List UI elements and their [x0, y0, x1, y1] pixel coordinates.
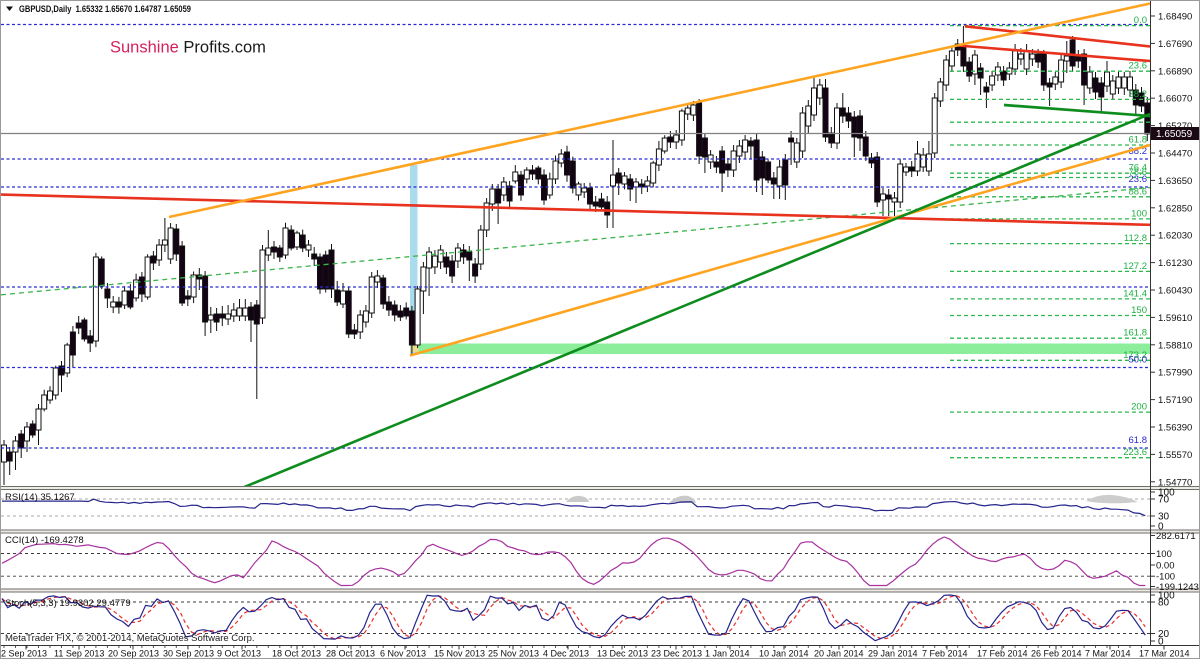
svg-text:20 Sep 2013: 20 Sep 2013 [108, 649, 159, 659]
svg-text:2 Sep 2013: 2 Sep 2013 [1, 649, 47, 659]
svg-text:29 Jan 2014: 29 Jan 2014 [868, 649, 918, 659]
svg-text:1.66890: 1.66890 [1158, 66, 1192, 77]
svg-text:15 Nov 2013: 15 Nov 2013 [434, 649, 485, 659]
svg-text:9 Oct 2013: 9 Oct 2013 [217, 649, 261, 659]
svg-text:1.68490: 1.68490 [1158, 12, 1192, 23]
svg-text:70: 70 [1158, 495, 1170, 506]
svg-text:76.4: 76.4 [1129, 163, 1148, 174]
svg-text:1.67690: 1.67690 [1158, 39, 1192, 50]
svg-text:26 Feb 2014: 26 Feb 2014 [1031, 649, 1082, 659]
svg-text:1.56390: 1.56390 [1158, 423, 1192, 434]
svg-text:28 Oct 2013: 28 Oct 2013 [326, 649, 375, 659]
svg-text:1.65270: 1.65270 [1158, 121, 1192, 132]
svg-text:38.2: 38.2 [1129, 89, 1148, 100]
svg-text:100: 100 [1131, 208, 1147, 219]
svg-text:30 Sep 2013: 30 Sep 2013 [163, 649, 214, 659]
svg-text:1.62850: 1.62850 [1158, 203, 1192, 214]
svg-text:23.6: 23.6 [1129, 61, 1148, 72]
svg-text:1.57190: 1.57190 [1158, 395, 1192, 406]
svg-text:200: 200 [1131, 402, 1147, 413]
svg-text:100: 100 [1158, 591, 1175, 602]
svg-text:10 Jan 2014: 10 Jan 2014 [759, 649, 809, 659]
svg-text:6 Nov 2013: 6 Nov 2013 [380, 649, 426, 659]
svg-text:23.6: 23.6 [1129, 174, 1148, 185]
svg-text:Stoch(5,3,3) 19.9302 29.4779: Stoch(5,3,3) 19.9302 29.4779 [5, 598, 131, 609]
svg-text:0: 0 [1158, 522, 1164, 533]
svg-text:23 Dec 2013: 23 Dec 2013 [651, 649, 702, 659]
svg-text:-100: -100 [1156, 572, 1175, 583]
svg-text:282.6171: 282.6171 [1156, 531, 1196, 542]
svg-text:13 Dec 2013: 13 Dec 2013 [597, 649, 648, 659]
svg-text:173.2: 173.2 [1123, 350, 1147, 361]
svg-text:1.64470: 1.64470 [1158, 149, 1192, 160]
svg-text:61.8: 61.8 [1129, 435, 1148, 446]
svg-text:0.00: 0.00 [1156, 561, 1175, 572]
svg-text:20: 20 [1158, 629, 1170, 640]
svg-text:1.54770: 1.54770 [1158, 477, 1192, 488]
svg-text:25 Nov 2013: 25 Nov 2013 [488, 649, 539, 659]
svg-text:0: 0 [1158, 637, 1164, 648]
svg-text:38.2: 38.2 [1129, 146, 1148, 157]
svg-text:150: 150 [1131, 305, 1147, 316]
svg-text:CCI(14) -169.4278: CCI(14) -169.4278 [5, 535, 84, 546]
svg-text:127.2: 127.2 [1123, 261, 1147, 272]
svg-text:1.65059: 1.65059 [1156, 129, 1193, 140]
svg-text:1.62030: 1.62030 [1158, 231, 1192, 242]
svg-text:80: 80 [1158, 598, 1170, 609]
svg-text:112.8: 112.8 [1124, 233, 1147, 244]
svg-text:223.6: 223.6 [1123, 447, 1147, 458]
svg-text:MetaTrader FIX, © 2001-2014, M: MetaTrader FIX, © 2001-2014, MetaQuotes … [5, 633, 255, 644]
svg-text:100: 100 [1158, 488, 1175, 499]
svg-text:20 Jan 2014: 20 Jan 2014 [814, 649, 864, 659]
svg-text:88.6: 88.6 [1129, 186, 1148, 197]
svg-text:1.61230: 1.61230 [1158, 258, 1192, 269]
svg-text:1.66070: 1.66070 [1158, 94, 1192, 105]
svg-text:18 Oct 2013: 18 Oct 2013 [272, 649, 321, 659]
svg-text:1.59610: 1.59610 [1158, 313, 1192, 324]
svg-text:100: 100 [1156, 549, 1172, 560]
svg-text:Sunshine Profits.com: Sunshine Profits.com [110, 39, 266, 57]
svg-text:50.0: 50.0 [1129, 355, 1148, 366]
svg-text:78.6: 78.6 [1129, 167, 1148, 178]
svg-text:GBPUSD,Daily 1.65332 1.65670: GBPUSD,Daily 1.65332 1.65670 1.64787 1.6… [19, 4, 191, 14]
svg-text:141.4: 141.4 [1123, 288, 1147, 299]
svg-text:17 Feb 2014: 17 Feb 2014 [977, 649, 1028, 659]
svg-text:1.60430: 1.60430 [1158, 286, 1192, 297]
svg-text:RSI(14) 35.1267: RSI(14) 35.1267 [5, 492, 75, 503]
svg-text:1.57990: 1.57990 [1158, 368, 1192, 379]
svg-text:1 Jan 2014: 1 Jan 2014 [705, 649, 750, 659]
svg-text:1.63650: 1.63650 [1158, 176, 1192, 187]
svg-text:0.0: 0.0 [1134, 15, 1147, 26]
svg-text:7 Feb 2014: 7 Feb 2014 [922, 649, 968, 659]
svg-text:161.8: 161.8 [1123, 328, 1147, 339]
svg-text:61.8: 61.8 [1129, 135, 1148, 146]
svg-text:30: 30 [1158, 512, 1170, 523]
svg-text:-199.1243: -199.1243 [1156, 582, 1199, 593]
svg-text:7 Mar 2014: 7 Mar 2014 [1085, 649, 1131, 659]
svg-text:17 Mar 2014: 17 Mar 2014 [1139, 649, 1190, 659]
svg-text:1.58810: 1.58810 [1158, 340, 1192, 351]
svg-text:1.55570: 1.55570 [1158, 450, 1192, 461]
svg-text:11 Sep 2013: 11 Sep 2013 [54, 649, 104, 659]
svg-text:4 Dec 2013: 4 Dec 2013 [543, 649, 589, 659]
